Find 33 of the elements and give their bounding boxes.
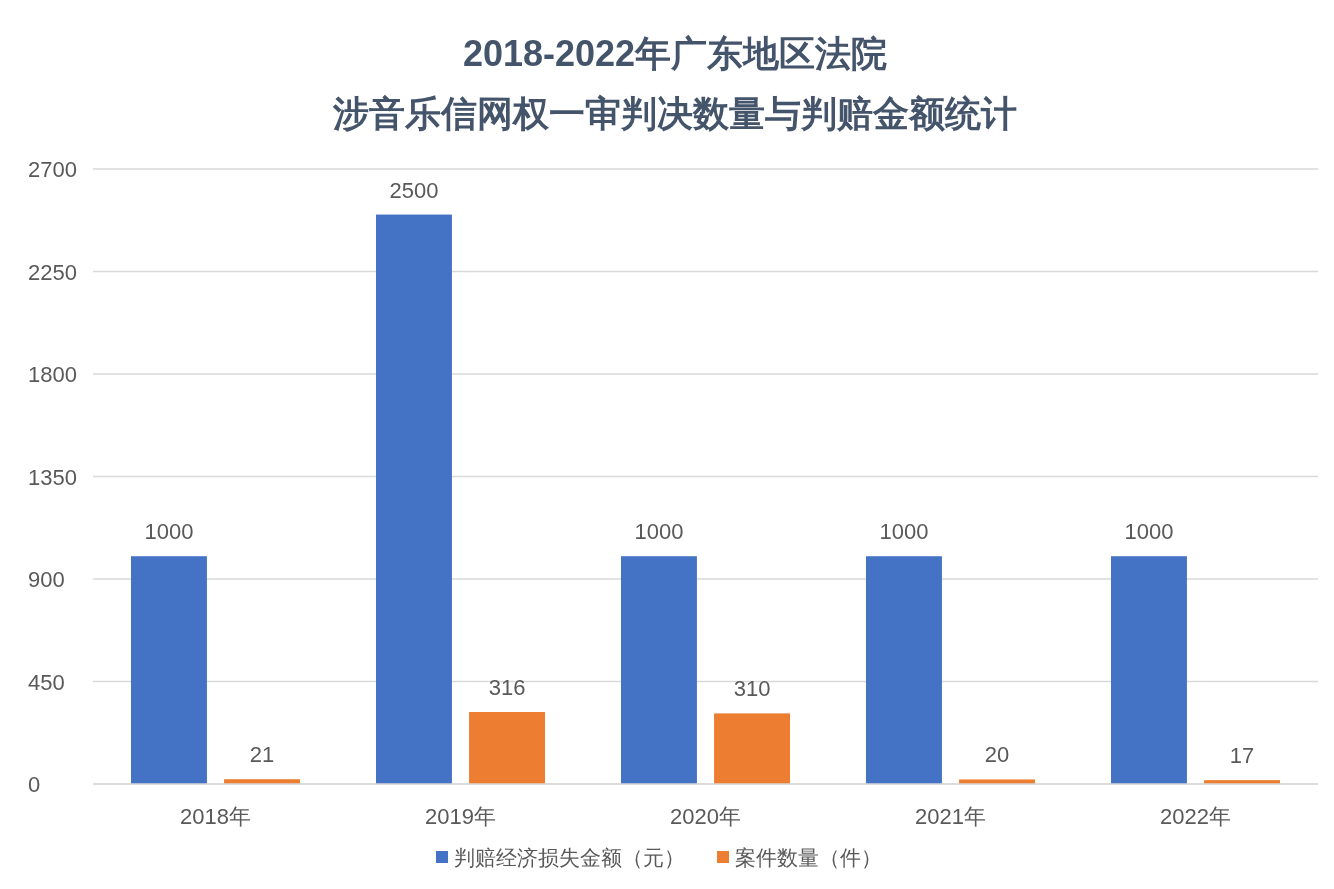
y-tick-label: 1800 — [28, 362, 77, 387]
chart-subtitle: 涉音乐信网权一审判决数量与判赔金额统计 — [332, 93, 1017, 134]
x-tick-label: 2018年 — [180, 804, 251, 829]
data-label: 20 — [984, 742, 1010, 768]
data-label: 1000 — [1124, 519, 1174, 545]
x-tick-label: 2020年 — [670, 804, 741, 829]
y-tick-label: 450 — [28, 669, 65, 695]
x-tick-label: 2019年 — [425, 804, 496, 829]
data-label: 1000 — [879, 519, 929, 545]
data-label: 1000 — [144, 519, 194, 545]
chart-title: 2018-2022年广东地区法院 — [462, 33, 888, 74]
bar — [375, 214, 452, 784]
bar — [130, 556, 207, 784]
bar — [865, 556, 942, 784]
legend-label: 判赔经济损失金额（元） — [454, 846, 685, 869]
data-label: 1000 — [634, 519, 684, 545]
bar — [469, 712, 546, 784]
y-tick-label: 2700 — [28, 157, 77, 182]
bar — [620, 556, 697, 784]
y-tick-label: 0 — [28, 772, 41, 797]
x-tick-label: 2022年 — [1160, 804, 1231, 829]
legend-label: 案件数量（件） — [735, 846, 882, 869]
y-tick-label: 900 — [28, 567, 65, 592]
bar — [714, 713, 791, 784]
y-tick-label: 1350 — [28, 464, 77, 490]
data-label: 310 — [733, 676, 771, 702]
data-label: 2500 — [389, 177, 439, 203]
y-tick-label: 2250 — [28, 259, 77, 285]
data-label: 17 — [1229, 743, 1255, 769]
x-tick-label: 2021年 — [915, 804, 986, 829]
data-label: 21 — [249, 742, 275, 768]
bar — [1110, 556, 1187, 784]
data-label: 316 — [488, 675, 526, 701]
